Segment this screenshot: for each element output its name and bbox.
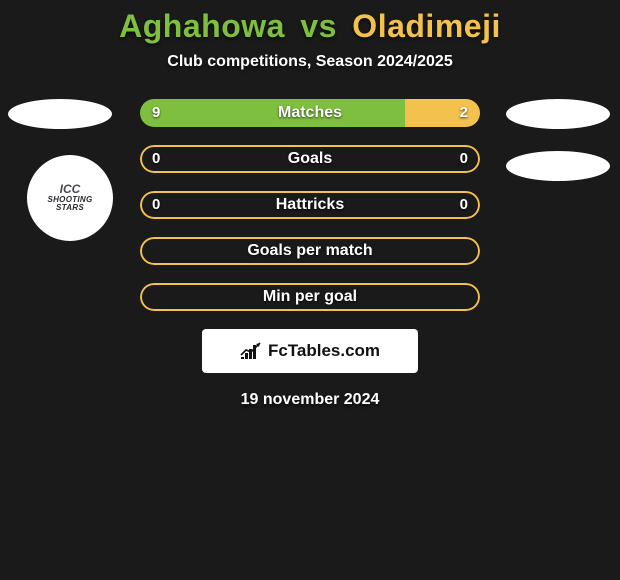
content: Aghahowa vs Oladimeji Club competitions,… [0, 0, 620, 409]
title-vs: vs [300, 8, 337, 44]
player1-club-badge: ICC SHOOTING STARS [27, 155, 113, 241]
stat-row: 0 0 Hattricks [140, 191, 480, 219]
title-player1: Aghahowa [119, 8, 285, 44]
stat-bar-border [140, 283, 480, 311]
stat-bar-track [140, 191, 480, 219]
stat-bar-track [140, 237, 480, 265]
club-badge-line2: SHOOTING STARS [33, 196, 107, 213]
stat-value-right: 0 [460, 191, 468, 219]
stat-bar-border [140, 191, 480, 219]
stat-row: 0 0 Goals [140, 145, 480, 173]
player2-badge-1 [506, 99, 610, 129]
stat-value-right: 0 [460, 145, 468, 173]
brand-badge: FcTables.com [202, 329, 418, 373]
stat-bar-border [140, 99, 480, 127]
stat-row: Goals per match [140, 237, 480, 265]
player1-badge [8, 99, 112, 129]
stat-bar-border [140, 145, 480, 173]
stat-value-left: 0 [152, 145, 160, 173]
date-label: 19 november 2024 [0, 391, 620, 409]
stat-bar-track [140, 283, 480, 311]
subtitle: Club competitions, Season 2024/2025 [0, 53, 620, 71]
stat-bar-border [140, 237, 480, 265]
brand-icon [240, 342, 262, 360]
stat-value-left: 0 [152, 191, 160, 219]
stat-value-left: 9 [152, 99, 160, 127]
stat-value-right: 2 [460, 99, 468, 127]
stat-bar-track [140, 145, 480, 173]
title-player2: Oladimeji [352, 8, 501, 44]
player2-badge-2 [506, 151, 610, 181]
brand-text: FcTables.com [268, 341, 380, 361]
stat-bar-track [140, 99, 480, 127]
stat-row: 9 2 Matches [140, 99, 480, 127]
stats-container: ICC SHOOTING STARS 9 2 Matches 0 0 [0, 99, 620, 311]
stat-row: Min per goal [140, 283, 480, 311]
page-title: Aghahowa vs Oladimeji [0, 8, 620, 45]
